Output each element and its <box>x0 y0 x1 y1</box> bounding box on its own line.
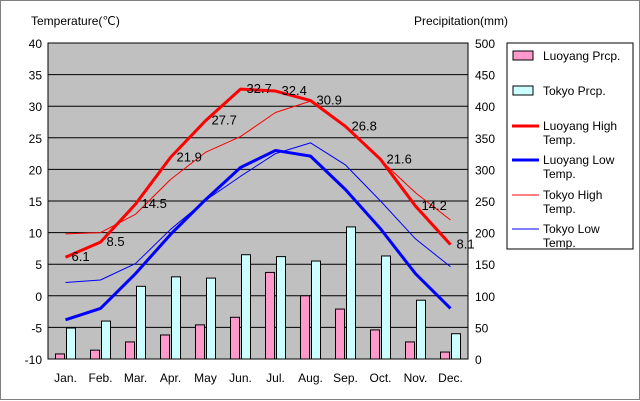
precip-bar <box>206 277 216 360</box>
left-tick-label: 10 <box>29 227 43 241</box>
precip-bar <box>346 226 356 360</box>
precip-bar <box>125 341 135 360</box>
x-tick-label: Jun. <box>229 371 252 385</box>
left-tick-label: 40 <box>29 37 43 51</box>
precip-bar <box>370 329 380 360</box>
x-tick-label: Jul. <box>266 371 285 385</box>
precip-bar <box>136 285 146 360</box>
legend-label: Temp. <box>543 167 576 181</box>
legend-label: Luoyang Prcp. <box>543 49 620 63</box>
legend-label: Temp. <box>543 202 576 216</box>
x-tick-label: Aug. <box>298 371 323 385</box>
precip-bar <box>241 254 251 360</box>
precip-bar <box>276 256 286 360</box>
precip-bar <box>381 255 391 360</box>
x-tick-label: Nov. <box>404 371 428 385</box>
data-label: 14.5 <box>142 196 167 211</box>
right-tick-label: 400 <box>475 100 495 114</box>
data-label: 21.9 <box>177 149 202 164</box>
left-tick-label: -5 <box>31 321 42 335</box>
x-tick-label: Feb. <box>88 371 112 385</box>
precip-bar <box>195 324 205 360</box>
legend-label: Tokyo Prcp. <box>543 84 606 98</box>
left-tick-label: 5 <box>35 258 42 272</box>
temp-line <box>64 87 452 259</box>
legend-label: Tokyo Low <box>543 222 600 236</box>
right-tick-label: 350 <box>475 132 495 146</box>
left-tick-label: -10 <box>25 353 43 367</box>
right-tick-label: 450 <box>475 69 495 83</box>
data-label: 14.2 <box>422 198 447 213</box>
left-tick-label: 25 <box>29 132 43 146</box>
x-tick-label: May <box>194 371 217 385</box>
legend-label: Temp. <box>543 236 576 250</box>
left-tick-label: 35 <box>29 69 43 83</box>
left-tick-label: 30 <box>29 100 43 114</box>
precip-bar <box>101 320 111 360</box>
right-tick-label: 500 <box>475 37 495 51</box>
precip-bar <box>405 341 415 360</box>
precip-bar <box>416 299 426 360</box>
data-label: 21.6 <box>387 151 412 166</box>
legend-box <box>506 42 634 250</box>
right-tick-label: 250 <box>475 195 495 209</box>
left-tick-label: 0 <box>35 290 42 304</box>
left-tick-label: 15 <box>29 195 43 209</box>
precip-bar <box>265 271 275 360</box>
x-tick-label: Jan. <box>54 371 77 385</box>
x-tick-label: Apr. <box>160 371 181 385</box>
precip-bar <box>311 260 321 360</box>
right-tick-label: 50 <box>475 321 489 335</box>
legend-label: Tokyo High <box>543 188 602 202</box>
precip-bar <box>451 333 461 360</box>
precip-bar <box>300 295 310 360</box>
temp-line <box>65 148 452 322</box>
data-label: 32.4 <box>282 83 307 98</box>
legend-label: Temp. <box>543 133 576 147</box>
data-label: 8.1 <box>457 237 475 252</box>
temp-line <box>65 142 451 284</box>
x-tick-label: Dec. <box>438 371 463 385</box>
precip-bar <box>160 334 170 360</box>
right-tick-label: 100 <box>475 290 495 304</box>
data-label: 6.1 <box>72 249 90 264</box>
legend-swatch <box>512 50 534 61</box>
right-axis-title: Precipitation(mm) <box>414 14 508 28</box>
data-label: 30.9 <box>317 93 342 108</box>
right-tick-label: 300 <box>475 163 495 177</box>
data-label: 26.8 <box>352 118 377 133</box>
left-axis-title: Temperature(℃) <box>31 14 120 28</box>
precip-bar <box>90 349 100 360</box>
right-tick-label: 150 <box>475 258 495 272</box>
data-label: 27.7 <box>212 113 237 128</box>
precip-bar <box>230 316 240 360</box>
data-label: 8.5 <box>107 234 125 249</box>
precip-bar <box>335 308 345 360</box>
precip-bar <box>66 327 76 360</box>
right-tick-label: 0 <box>475 353 482 367</box>
legend-label: Luoyang Low <box>543 153 615 167</box>
right-tick-label: 200 <box>475 227 495 241</box>
left-tick-label: 20 <box>29 163 43 177</box>
legend-label: Luoyang High <box>543 119 617 133</box>
precip-bar <box>55 353 65 360</box>
legend-swatch <box>512 85 534 96</box>
precip-bar <box>440 351 450 360</box>
x-tick-label: Oct. <box>369 371 391 385</box>
x-tick-label: Sep. <box>333 371 358 385</box>
data-label: 32.7 <box>247 81 272 96</box>
x-tick-label: Mar. <box>124 371 147 385</box>
precip-bar <box>171 276 181 360</box>
